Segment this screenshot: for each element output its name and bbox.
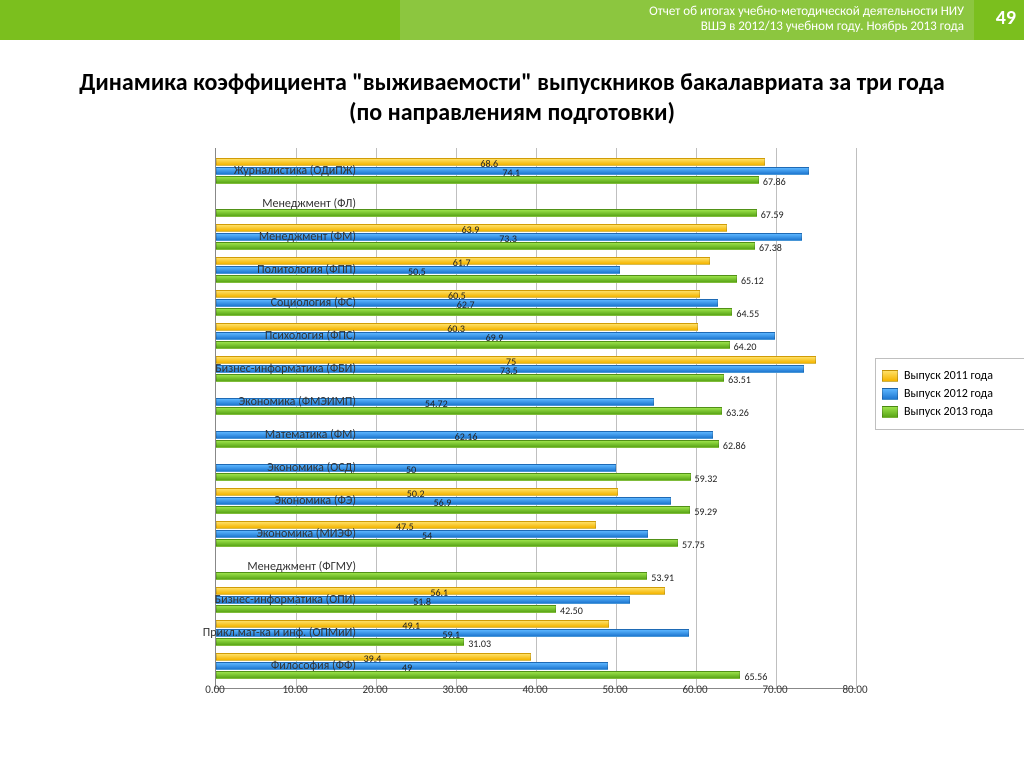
bar-value: 67.86 bbox=[763, 175, 786, 188]
bar-value: 63.51 bbox=[728, 373, 751, 386]
bar-value: 59.32 bbox=[695, 472, 718, 485]
legend-item: Выпуск 2011 года bbox=[882, 369, 1024, 383]
x-axis-label: 40.00 bbox=[522, 683, 547, 696]
category-label: Экономика (ОСД) bbox=[166, 461, 356, 475]
x-axis-label: 70.00 bbox=[762, 683, 787, 696]
x-axis-label: 0.00 bbox=[205, 683, 225, 696]
category-label: Экономика (МИЭФ) bbox=[166, 527, 356, 541]
header-line1: Отчет об итогах учебно-методической деят… bbox=[649, 4, 964, 19]
category-label: Бизнес-информатика (ФБИ) bbox=[166, 362, 356, 376]
category-label: Бизнес-информатика (ОПИ) bbox=[166, 593, 356, 607]
category-label: Прикл.мат-ка и инф. (ОПМиИ) bbox=[166, 626, 356, 640]
bar-value: 53.91 bbox=[651, 571, 674, 584]
x-axis-label: 50.00 bbox=[602, 683, 627, 696]
legend-swatch bbox=[882, 370, 898, 382]
bar-value: 63.26 bbox=[726, 406, 749, 419]
category-label: Социология (ФС) bbox=[166, 296, 356, 310]
page-number: 49 bbox=[996, 6, 1016, 30]
header-band: Отчет об итогах учебно-методической деят… bbox=[0, 0, 1024, 40]
slide-title: Динамика коэффициента "выживаемости" вып… bbox=[60, 68, 964, 128]
bar-value: 62.86 bbox=[723, 439, 746, 452]
bar-value: 65.12 bbox=[741, 274, 764, 287]
header-accent-left bbox=[0, 0, 400, 40]
legend-label: Выпуск 2013 года bbox=[904, 405, 993, 419]
legend-swatch bbox=[882, 406, 898, 418]
bar-value: 31.03 bbox=[468, 637, 491, 650]
category-label: Менеджмент (ФЛ) bbox=[166, 197, 356, 211]
x-axis-label: 20.00 bbox=[362, 683, 387, 696]
category-label: Экономика (ФМЭИМП) bbox=[166, 395, 356, 409]
category-label: Экономика (ФЭ) bbox=[166, 494, 356, 508]
bar-value: 67.59 bbox=[761, 208, 784, 221]
gridline bbox=[776, 148, 777, 688]
category-label: Менеджмент (ФМ) bbox=[166, 230, 356, 244]
legend-swatch bbox=[882, 388, 898, 400]
category-label: Математика (ФМ) bbox=[166, 428, 356, 442]
category-label: Философия (ФФ) bbox=[166, 659, 356, 673]
legend-item: Выпуск 2013 года bbox=[882, 405, 1024, 419]
x-axis-label: 30.00 bbox=[442, 683, 467, 696]
x-axis-label: 60.00 bbox=[682, 683, 707, 696]
bar-value: 64.55 bbox=[736, 307, 759, 320]
legend-item: Выпуск 2012 года bbox=[882, 387, 1024, 401]
bar-value: 59.29 bbox=[694, 505, 717, 518]
legend-label: Выпуск 2012 года bbox=[904, 387, 993, 401]
category-label: Журналистика (ОДиПЖ) bbox=[166, 164, 356, 178]
header-line2: ВШЭ в 2012/13 учебном году. Ноябрь 2013 … bbox=[701, 19, 964, 34]
bar-value: 57.75 bbox=[682, 538, 705, 551]
category-label: Политология (ФПП) bbox=[166, 263, 356, 277]
bar-value: 42.50 bbox=[560, 604, 583, 617]
gridline bbox=[856, 148, 857, 688]
bar-value: 64.20 bbox=[734, 340, 757, 353]
category-label: Менеджмент (ФГМУ) bbox=[166, 560, 356, 574]
chart: 68.674.167.8667.5963.973.367.3861.750.56… bbox=[20, 138, 1004, 728]
legend: Выпуск 2011 года Выпуск 2012 года Выпуск 2… bbox=[875, 358, 1024, 430]
x-axis-label: 10.00 bbox=[282, 683, 307, 696]
bar-value: 67.38 bbox=[759, 241, 782, 254]
bar-value: 65.56 bbox=[744, 670, 767, 683]
legend-label: Выпуск 2011 года bbox=[904, 369, 993, 383]
x-axis-label: 80.00 bbox=[842, 683, 867, 696]
category-label: Психология (ФПС) bbox=[166, 329, 356, 343]
header-report-title: Отчет об итогах учебно-методической деят… bbox=[400, 0, 974, 40]
